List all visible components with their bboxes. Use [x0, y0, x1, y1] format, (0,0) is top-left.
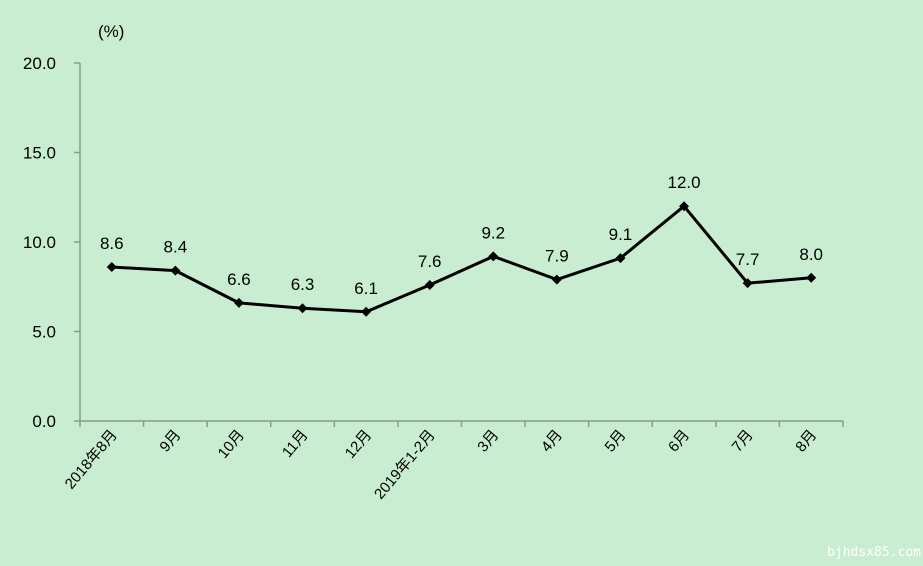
data-label: 12.0 — [667, 173, 700, 192]
data-label: 6.3 — [291, 275, 315, 294]
data-label: 9.1 — [609, 225, 633, 244]
data-point-marker — [424, 279, 435, 290]
y-tick-label: 15.0 — [23, 144, 56, 163]
y-tick-label: 5.0 — [32, 323, 56, 342]
x-tick-label: 6月 — [665, 427, 693, 456]
data-point-marker — [233, 297, 244, 308]
data-point-marker — [361, 306, 372, 317]
data-point-marker — [106, 262, 117, 273]
x-tick-label: 2019年1-2月 — [371, 427, 439, 503]
data-point-marker — [170, 265, 181, 276]
y-axis-label: (%) — [98, 22, 124, 41]
data-point-marker — [679, 201, 690, 212]
series-line — [111, 204, 812, 314]
data-point-marker — [615, 253, 626, 264]
data-label: 6.1 — [354, 279, 378, 298]
x-tick-label: 2018年8月 — [62, 427, 121, 493]
data-point-marker — [742, 278, 753, 289]
data-label: 9.2 — [481, 223, 505, 242]
data-point-marker — [551, 274, 562, 285]
y-tick-label: 0.0 — [32, 412, 56, 431]
data-label: 8.6 — [100, 234, 124, 253]
data-label: 7.7 — [736, 250, 760, 269]
x-tick-label: 4月 — [538, 427, 566, 456]
y-tick-label: 10.0 — [23, 233, 56, 252]
data-label: 8.4 — [164, 238, 188, 257]
x-tick-label: 12月 — [342, 427, 375, 462]
data-point-marker — [297, 303, 308, 314]
x-tick-label: 5月 — [601, 427, 629, 456]
watermark: bjhdsx85.com — [827, 545, 921, 560]
x-tick-label: 10月 — [215, 427, 248, 462]
data-label: 6.6 — [227, 270, 251, 289]
x-tick-label: 8月 — [792, 427, 820, 456]
data-point-marker — [488, 251, 499, 262]
data-label: 7.9 — [545, 247, 569, 266]
data-label: 7.6 — [418, 252, 442, 271]
data-label: 8.0 — [799, 245, 823, 264]
data-point-marker — [806, 272, 817, 283]
x-tick-label: 11月 — [279, 427, 312, 461]
x-tick-label: 9月 — [156, 427, 184, 456]
y-tick-label: 20.0 — [23, 54, 56, 73]
x-tick-label: 3月 — [474, 427, 502, 456]
x-tick-label: 7月 — [729, 427, 757, 456]
